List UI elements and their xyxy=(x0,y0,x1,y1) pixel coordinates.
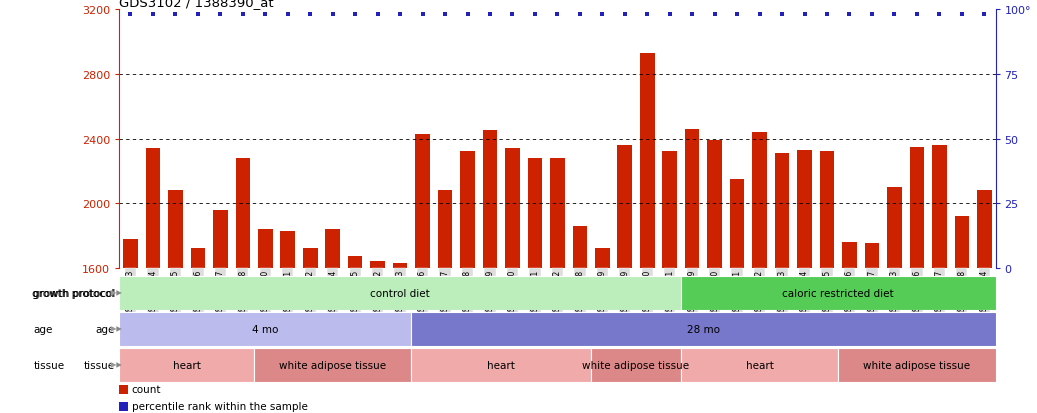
Bar xyxy=(326,229,340,268)
Bar xyxy=(370,261,385,268)
Bar xyxy=(932,146,947,268)
Text: white adipose tissue: white adipose tissue xyxy=(279,360,386,370)
Bar xyxy=(842,242,857,268)
Bar xyxy=(438,191,452,268)
Bar xyxy=(681,276,996,310)
Bar xyxy=(572,226,587,268)
Bar xyxy=(617,146,633,268)
Bar xyxy=(254,348,412,382)
Bar xyxy=(819,152,835,268)
Text: control diet: control diet xyxy=(370,288,430,298)
Bar xyxy=(123,239,138,268)
Bar xyxy=(640,54,654,268)
Text: 4 mo: 4 mo xyxy=(252,324,279,334)
Bar xyxy=(119,402,128,411)
Bar xyxy=(595,249,610,268)
Text: caloric restricted diet: caloric restricted diet xyxy=(783,288,894,298)
Bar xyxy=(684,130,700,268)
Bar xyxy=(663,152,677,268)
Text: white adipose tissue: white adipose tissue xyxy=(583,360,690,370)
Bar xyxy=(119,276,681,310)
Bar xyxy=(528,159,542,268)
Bar xyxy=(191,249,205,268)
Bar xyxy=(909,147,924,268)
Bar xyxy=(119,312,412,346)
Bar xyxy=(347,257,363,268)
Text: white adipose tissue: white adipose tissue xyxy=(864,360,971,370)
Text: percentile rank within the sample: percentile rank within the sample xyxy=(132,401,308,411)
Bar xyxy=(797,150,812,268)
Bar xyxy=(977,191,991,268)
Text: age: age xyxy=(33,324,53,334)
Bar xyxy=(213,210,228,268)
Bar xyxy=(412,312,996,346)
Text: growth protocol: growth protocol xyxy=(32,288,115,298)
Text: heart: heart xyxy=(173,360,200,370)
Bar xyxy=(550,159,565,268)
Bar xyxy=(280,231,296,268)
Bar xyxy=(235,159,250,268)
Bar xyxy=(482,131,498,268)
Bar xyxy=(954,216,970,268)
Text: heart: heart xyxy=(746,360,774,370)
Bar xyxy=(415,134,430,268)
Text: heart: heart xyxy=(487,360,515,370)
Text: 28 mo: 28 mo xyxy=(686,324,720,334)
Text: tissue: tissue xyxy=(33,360,64,370)
Bar xyxy=(775,154,789,268)
Text: count: count xyxy=(132,384,162,394)
Bar xyxy=(168,191,183,268)
Text: tissue: tissue xyxy=(84,360,115,370)
Bar xyxy=(145,149,161,268)
Bar xyxy=(119,348,254,382)
Bar xyxy=(681,348,838,382)
Bar xyxy=(303,249,317,268)
Bar xyxy=(730,179,745,268)
Bar xyxy=(707,141,722,268)
Bar xyxy=(460,152,475,268)
Bar xyxy=(258,229,273,268)
Bar xyxy=(591,348,681,382)
Text: growth protocol: growth protocol xyxy=(33,288,116,298)
Bar xyxy=(505,149,520,268)
Text: age: age xyxy=(95,324,115,334)
Bar xyxy=(119,385,128,394)
Bar xyxy=(752,133,767,268)
Bar xyxy=(865,244,879,268)
Bar xyxy=(838,348,996,382)
Bar xyxy=(887,188,902,268)
Text: GDS3102 / 1388390_at: GDS3102 / 1388390_at xyxy=(119,0,274,9)
Bar xyxy=(393,263,408,268)
Bar xyxy=(412,348,591,382)
